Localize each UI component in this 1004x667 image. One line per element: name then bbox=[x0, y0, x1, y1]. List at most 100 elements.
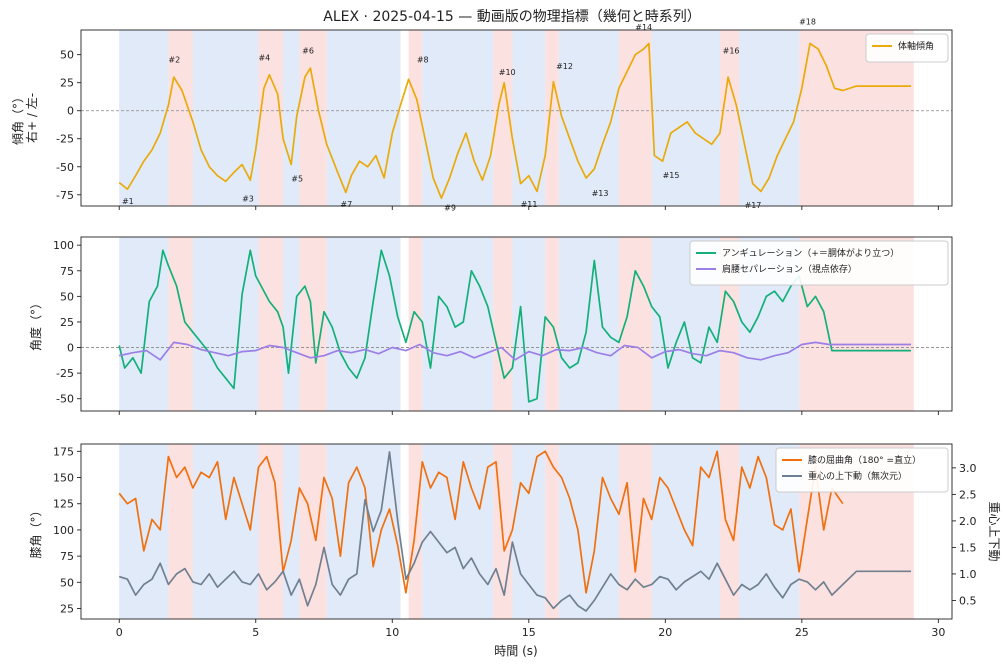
y-tick-label: 25 bbox=[60, 603, 74, 616]
y-tick-label: 50 bbox=[60, 49, 74, 62]
segment-band-10 bbox=[493, 237, 513, 411]
x-tick-label: 15 bbox=[522, 626, 536, 639]
segment-band-2 bbox=[168, 444, 193, 619]
x-tick-label: 0 bbox=[116, 626, 123, 639]
y-tick-label: 150 bbox=[53, 472, 74, 485]
x-tick-label: 5 bbox=[252, 626, 259, 639]
y-tick-label: -75 bbox=[56, 189, 74, 202]
segment-label-12: #12 bbox=[556, 62, 573, 71]
x-tick-label: 10 bbox=[385, 626, 399, 639]
y-tick-label: 75 bbox=[60, 265, 74, 278]
y-right-tick-label: 2.0 bbox=[959, 515, 977, 528]
segment-label-11: #11 bbox=[521, 200, 538, 209]
segment-band-16 bbox=[719, 30, 740, 206]
segment-band-9 bbox=[422, 237, 494, 411]
legend-entry: 肩腰セパレーション（視点依存） bbox=[722, 263, 857, 275]
panel-knee-com: 2550751001251501750.51.01.52.02.53.0重心上下… bbox=[29, 443, 1001, 639]
segment-band-4 bbox=[258, 237, 284, 411]
y-right-tick-label: 3.0 bbox=[959, 462, 977, 475]
segment-label-15: #15 bbox=[663, 171, 680, 180]
y-tick-label: 0 bbox=[67, 105, 74, 118]
y-axis-label-line: 膝角（°） bbox=[29, 504, 43, 558]
segment-band-1 bbox=[119, 444, 169, 619]
legend: アンギュレーション（+＝胴体がより立つ） 肩腰セパレーション（視点依存） bbox=[689, 240, 949, 286]
segment-label-16: #16 bbox=[723, 47, 740, 56]
plot-frame bbox=[80, 236, 953, 412]
segment-band-5 bbox=[283, 444, 300, 619]
y-axis-label: 傾角（°）右+ / 左- bbox=[11, 91, 39, 145]
segment-band-5 bbox=[283, 237, 300, 411]
segment-band-4 bbox=[258, 30, 284, 206]
legend-box bbox=[865, 33, 949, 63]
segment-band-7 bbox=[326, 30, 401, 206]
segment-band-14 bbox=[618, 444, 652, 619]
y-tick-label: -50 bbox=[56, 161, 74, 174]
y-tick-label: -25 bbox=[56, 367, 74, 380]
legend-box bbox=[689, 240, 949, 286]
segment-band-13 bbox=[558, 444, 619, 619]
segment-band-7 bbox=[326, 444, 401, 619]
segment-band-10 bbox=[493, 30, 513, 206]
segment-band-13 bbox=[558, 30, 619, 206]
segment-band-1 bbox=[119, 30, 169, 206]
segment-band-15 bbox=[651, 30, 720, 206]
x-axis-label: 時間 (s) bbox=[494, 644, 537, 658]
y-axis-label-line: 角度（°） bbox=[28, 297, 43, 351]
segment-band-11 bbox=[512, 444, 546, 619]
y-tick-label: 125 bbox=[53, 498, 74, 511]
legend-entry: 重心の上下動（無次元） bbox=[808, 470, 907, 482]
legend-entry: アンギュレーション（+＝胴体がより立つ） bbox=[722, 247, 899, 259]
plot-frame bbox=[80, 443, 953, 620]
segment-label-2: #2 bbox=[168, 56, 180, 65]
y-right-tick-label: 0.5 bbox=[959, 594, 977, 607]
y-tick-label: -50 bbox=[56, 393, 74, 406]
y-axis-label: 角度（°） bbox=[28, 297, 43, 351]
segment-band-12 bbox=[545, 444, 559, 619]
chart-title: ALEX · 2025-04-15 — 動画版の物理指標（幾何と時系列） bbox=[323, 9, 700, 25]
legend: 膝の屈曲角（180° =直立） 重心の上下動（無次元） bbox=[775, 447, 949, 493]
segment-label-1: #1 bbox=[122, 197, 134, 206]
segment-band-7 bbox=[326, 237, 401, 411]
segment-label-4: #4 bbox=[258, 53, 270, 62]
y-tick-label: 175 bbox=[53, 445, 74, 458]
y-axis-label-line: 傾角（°） bbox=[11, 91, 25, 145]
segment-band-12 bbox=[545, 30, 559, 206]
segment-label-6: #6 bbox=[302, 47, 314, 56]
x-tick-label: 25 bbox=[795, 626, 809, 639]
y-tick-label: 50 bbox=[60, 576, 74, 589]
segment-label-7: #7 bbox=[340, 200, 352, 209]
segment-label-13: #13 bbox=[592, 189, 609, 198]
y-right-tick-label: 1.5 bbox=[959, 541, 977, 554]
segment-band-3 bbox=[192, 444, 259, 619]
plot-frame bbox=[80, 29, 953, 207]
y-tick-label: 0 bbox=[67, 342, 74, 355]
legend-entry: 膝の屈曲角（180° =直立） bbox=[808, 454, 921, 466]
segment-label-5: #5 bbox=[291, 174, 303, 183]
segment-band-3 bbox=[192, 30, 259, 206]
segment-band-13 bbox=[558, 237, 619, 411]
y-tick-label: -25 bbox=[56, 133, 74, 146]
series-line-trunk bbox=[118, 42, 911, 200]
panel-trunk-tilt: #1 #2 #3 #4 #5 #6 #7 #8 #9 #10 #11 #12 #13 #14 #15 #16 #… bbox=[11, 17, 953, 212]
series-line-separation bbox=[119, 341, 911, 361]
segment-band-14 bbox=[618, 237, 652, 411]
segment-band-5 bbox=[283, 30, 300, 206]
segment-band-11 bbox=[512, 237, 546, 411]
y-axis-label-line: 右+ / 左- bbox=[24, 93, 39, 143]
panel-angulation: -50 -25 0 25 50 75 100 角度（°） アンギュレーション（+＝胴体がより立つ… bbox=[28, 236, 953, 415]
legend-entry: 体軸傾角 bbox=[898, 40, 934, 52]
segment-label-3: #3 bbox=[242, 195, 254, 204]
y-tick-label: 75 bbox=[60, 550, 74, 563]
y-tick-label: 100 bbox=[53, 239, 74, 252]
y-tick-label: 25 bbox=[60, 316, 74, 329]
series-line-knee bbox=[118, 450, 844, 594]
segment-band-6 bbox=[299, 30, 327, 206]
segment-band-8 bbox=[408, 30, 423, 206]
series-line-angulation bbox=[118, 249, 911, 403]
y-axis-label-right: 重心上下動 bbox=[987, 501, 1001, 561]
segment-band-9 bbox=[422, 444, 494, 619]
segment-band-14 bbox=[618, 30, 652, 206]
segment-band-2 bbox=[168, 30, 193, 206]
segment-label-8: #8 bbox=[417, 56, 429, 65]
